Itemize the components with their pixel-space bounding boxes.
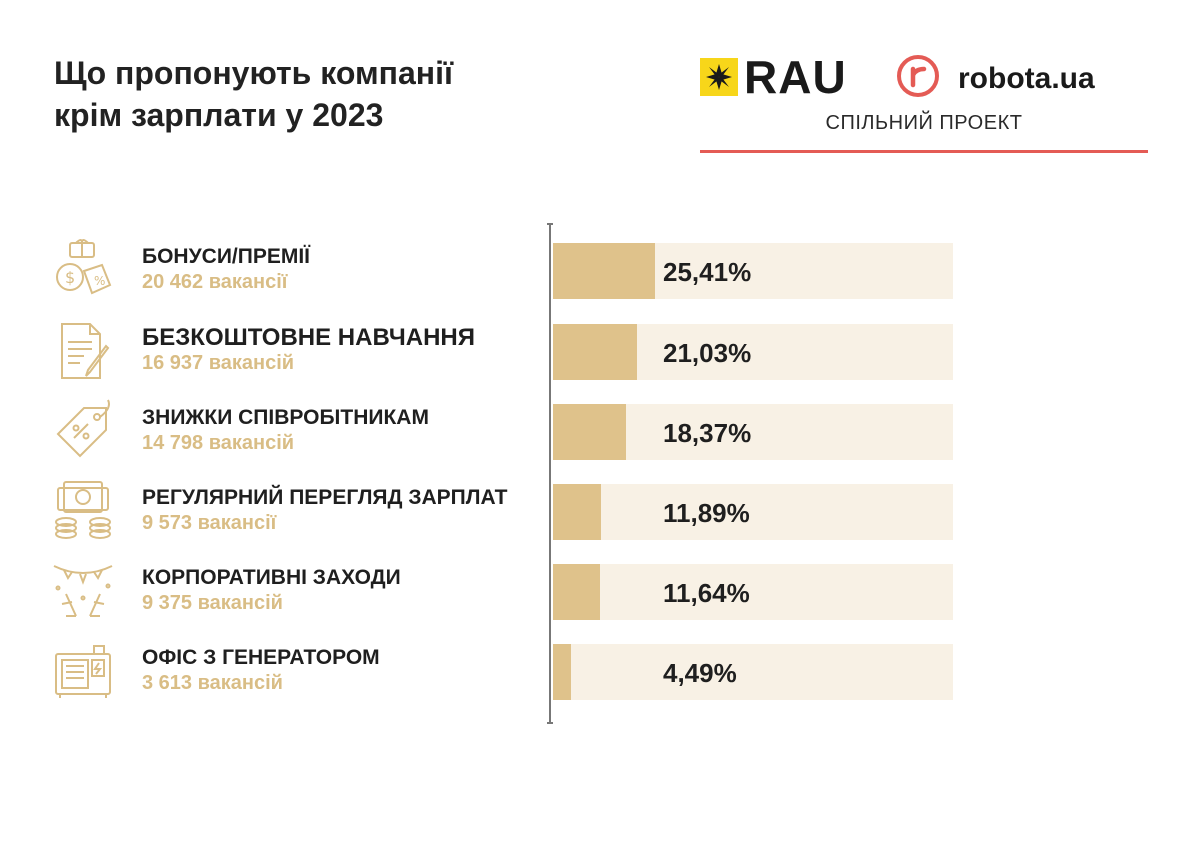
bar	[553, 243, 655, 299]
robota-logo: robota.ua	[896, 54, 1095, 103]
rau-ornament-icon	[700, 58, 738, 96]
gift-money-icon: $ %	[50, 237, 116, 303]
svg-text:%: %	[94, 274, 105, 288]
axis-tick-top	[547, 223, 553, 225]
vacancy-count: 16 937 вакансій	[142, 352, 295, 374]
vacancy-count: 3 613 вакансій	[142, 672, 283, 694]
discount-tag-icon	[50, 398, 116, 464]
vacancy-count: 9 573 вакансії	[142, 512, 277, 534]
axis-tick-bottom	[547, 722, 553, 724]
value-label: 11,64%	[663, 578, 750, 608]
bar-track	[553, 484, 953, 540]
value-label: 25,41%	[663, 257, 752, 287]
value-label: 21,03%	[663, 338, 752, 368]
vacancy-count: 20 462 вакансії	[142, 271, 288, 293]
value-label: 11,89%	[663, 498, 750, 528]
vacancy-count: 9 375 вакансій	[142, 592, 283, 614]
generator-icon	[50, 638, 116, 704]
svg-text:$: $	[65, 268, 75, 287]
category-label: БОНУСИ/ПРЕМІЇ	[142, 245, 310, 268]
money-coins-icon	[50, 478, 116, 544]
title-line-2: крім зарплати у 2023	[54, 97, 384, 133]
brand-divider	[700, 150, 1148, 153]
bar	[553, 484, 601, 540]
document-pen-icon	[50, 318, 116, 384]
category-label: ОФІС З ГЕНЕРАТОРОМ	[142, 646, 380, 669]
bar-row: РЕГУЛЯРНИЙ ПЕРЕГЛЯД ЗАРПЛАТ 9 573 вакансі…	[0, 481, 1200, 542]
bar	[553, 644, 571, 700]
bar-row: ЗНИЖКИ СПІВРОБІТНИКАМ 14 798 вакансій 18,3…	[0, 399, 1200, 462]
page-title: Що пропонують компанії крім зарплати у 2…	[54, 52, 574, 136]
bar	[553, 324, 638, 380]
bar-track	[553, 404, 953, 460]
joint-project-label: СПІЛЬНИЙ ПРОЕКТ	[825, 112, 1023, 134]
category-label: БЕЗКОШТОВНЕ НАВЧАННЯ	[142, 324, 475, 351]
title-line-1: Що пропонують компанії	[54, 55, 453, 91]
category-label: РЕГУЛЯРНИЙ ПЕРЕГЛЯД ЗАРПЛАТ	[142, 486, 508, 509]
category-label: ЗНИЖКИ СПІВРОБІТНИКАМ	[142, 406, 429, 429]
rau-logo-text: RAU	[744, 51, 847, 103]
bar-row: БЕЗКОШТОВНЕ НАВЧАННЯ 16 937 вакансій 21,03…	[0, 323, 1200, 382]
value-label: 18,37%	[663, 418, 752, 448]
brand-block: RAU robota.ua СПІЛЬНИЙ ПРОЕКТ	[700, 48, 1150, 158]
bar-track	[553, 644, 953, 700]
party-confetti-icon	[50, 558, 116, 624]
bar-track	[553, 243, 953, 299]
category-label: КОРПОРАТИВНІ ЗАХОДИ	[142, 566, 401, 589]
robota-r-icon	[896, 54, 940, 103]
bar	[553, 564, 600, 620]
vacancy-count: 14 798 вакансій	[142, 432, 295, 454]
bar-track	[553, 324, 953, 380]
chart-axis	[549, 223, 551, 724]
robota-logo-text: robota.ua	[958, 61, 1095, 95]
bar-track	[553, 564, 953, 620]
bar-row: ОФІС З ГЕНЕРАТОРОМ 3 613 вакансій 4,49%	[0, 644, 1200, 702]
value-label: 4,49%	[663, 658, 737, 688]
bar-row: $ % БОНУСИ/ПРЕМІЇ 20 462 вакансії 25,41%	[0, 239, 1200, 301]
rau-logo: RAU	[700, 54, 847, 100]
bar	[553, 404, 627, 460]
bar-row: КОРПОРАТИВНІ ЗАХОДИ 9 375 вакансій 11,64%	[0, 564, 1200, 622]
